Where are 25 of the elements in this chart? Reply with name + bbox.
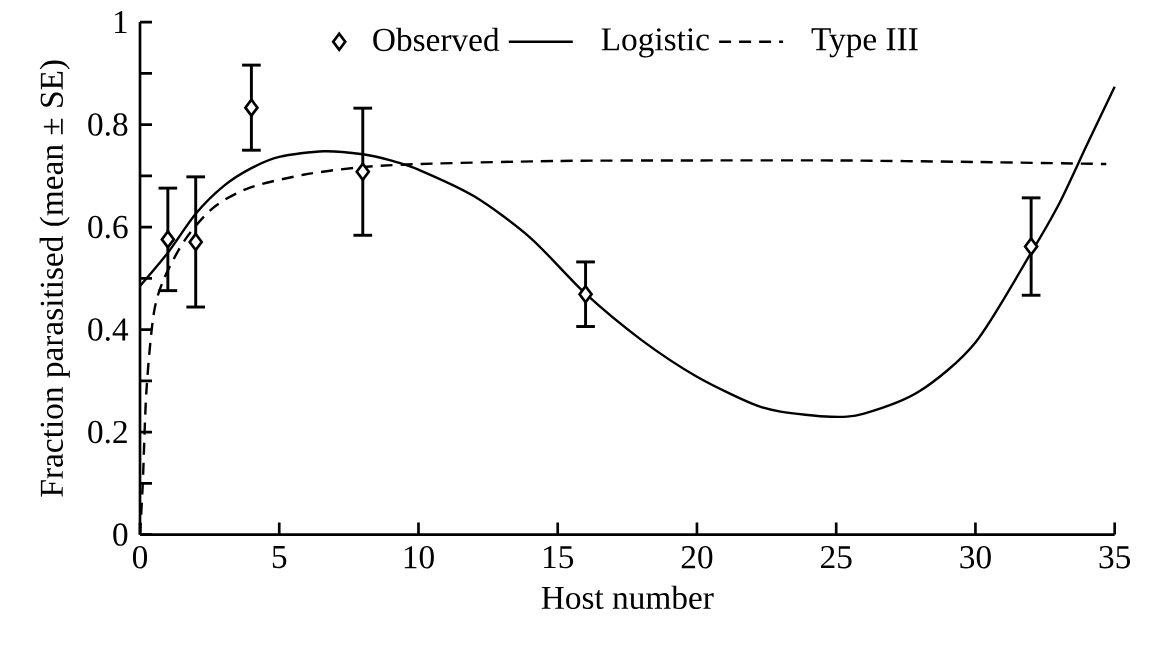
point <box>355 162 371 182</box>
point <box>578 284 593 304</box>
x-tick-label: 20 <box>681 545 713 569</box>
y-tick-label: 0.8 <box>88 113 128 136</box>
y-axis-title: Fraction parasitised (mean ± SE) <box>39 60 70 497</box>
x-axis-title: Host number <box>541 585 714 610</box>
legend-label: Logistic <box>601 28 709 58</box>
y-tick-label: 0 <box>113 523 128 546</box>
point <box>244 98 259 117</box>
legend-label: Observed <box>373 27 500 52</box>
y-tick-label: 0.2 <box>88 420 127 444</box>
x-tick-label: 35 <box>1099 545 1131 569</box>
point <box>1023 237 1039 256</box>
point <box>188 232 204 252</box>
point <box>160 230 176 249</box>
y-tick-label: 1 <box>114 11 127 34</box>
y-tick-label: 0.6 <box>88 215 128 239</box>
legend-label: Type III <box>811 28 918 58</box>
x-tick-label: 0 <box>132 545 148 569</box>
x-tick-label: 10 <box>404 545 434 569</box>
y-tick-label: 0.4 <box>88 318 129 341</box>
x-tick-label: 15 <box>543 545 574 569</box>
x-tick-label: 25 <box>820 545 852 569</box>
x-tick-label: 30 <box>960 545 991 569</box>
x-tick-label: 5 <box>272 545 287 569</box>
